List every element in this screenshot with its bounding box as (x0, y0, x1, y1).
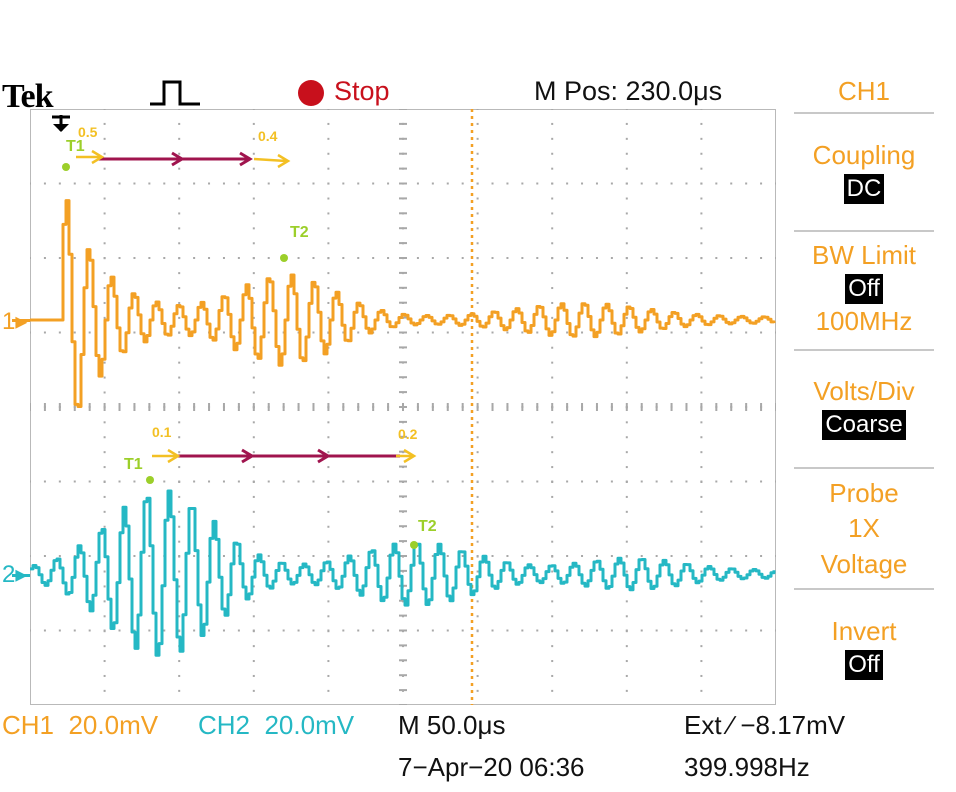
side-menu-divider (794, 112, 934, 114)
invert-label: Invert (831, 616, 897, 646)
ch2-end-annotation: 0.2 (398, 426, 418, 442)
side-menu-bw-limit[interactable]: BW Limit Off 100MHz (794, 238, 934, 338)
bw-limit-sub: 100MHz (815, 306, 913, 336)
ch1-end-annotation: 0.4 (258, 128, 278, 144)
date-time-readout: 7−Apr−20 06:36 (398, 752, 585, 782)
ch1-t2-annotation: T2 (290, 224, 309, 241)
ch2-status: CH2 20.0mV (198, 710, 354, 740)
ch2-annotation-arrows (146, 448, 418, 549)
side-menu-coupling[interactable]: Coupling DC (794, 138, 934, 204)
ch1-start-annotation: 0.5 (78, 124, 98, 140)
invert-value: Off (845, 650, 883, 680)
run-state-label: Stop (334, 76, 390, 106)
ch2-marker-label: 2 (2, 561, 16, 588)
ch1-marker-line (12, 319, 30, 322)
graticule-center-ticks (30, 109, 776, 705)
ch2-marker-line (12, 574, 30, 577)
side-menu-probe[interactable]: Probe 1X Voltage (794, 476, 934, 582)
coupling-value: DC (843, 174, 885, 204)
stop-indicator-icon (298, 80, 324, 106)
ch2-t1-annotation: T1 (124, 456, 143, 473)
bw-limit-value: Off (845, 274, 883, 304)
timebase-readout: M 50.0μs (398, 710, 506, 740)
probe-sub: 1X Voltage (820, 513, 908, 579)
side-menu-divider (794, 349, 934, 351)
side-menu-title: CH1 (837, 76, 890, 106)
side-menu-invert[interactable]: Invert Off (794, 614, 934, 680)
ch1-ground-marker[interactable]: 1▸ (2, 307, 27, 336)
ch1-status: CH1 20.0mV (2, 710, 158, 740)
ch1-scale: 20.0mV (68, 710, 159, 740)
volts-div-value: Coarse (822, 410, 906, 440)
ch1-status-label: CH1 (2, 710, 55, 740)
side-menu-divider (794, 467, 934, 469)
ch1-waveform (30, 199, 776, 408)
trigger-readout: Ext ∕ −8.17mV (684, 710, 846, 740)
side-menu-divider (794, 588, 934, 590)
ch1-annotation-arrows (62, 149, 291, 262)
square-pulse-icon (150, 78, 202, 113)
side-menu-divider (794, 230, 934, 232)
trigger-point-icon (52, 115, 70, 132)
ch2-status-label: CH2 (198, 710, 251, 740)
ch2-start-annotation: 0.1 (152, 424, 172, 440)
ch1-t1-annotation: T1 (66, 138, 85, 155)
horizontal-position-readout: M Pos: 230.0μs (534, 76, 723, 106)
waveform-display[interactable] (30, 109, 776, 705)
ch2-t2-annotation: T2 (418, 518, 437, 535)
ch2-waveform (30, 489, 776, 657)
coupling-label: Coupling (812, 140, 916, 170)
ch1-marker-label: 1 (2, 308, 16, 335)
volts-div-label: Volts/Div (813, 376, 915, 406)
ch2-scale: 20.0mV (264, 710, 355, 740)
frequency-readout: 399.998Hz (684, 752, 810, 782)
bw-limit-label: BW Limit (812, 240, 916, 270)
side-menu-volts-div[interactable]: Volts/Div Coarse (794, 374, 934, 440)
probe-label: Probe (829, 478, 899, 508)
